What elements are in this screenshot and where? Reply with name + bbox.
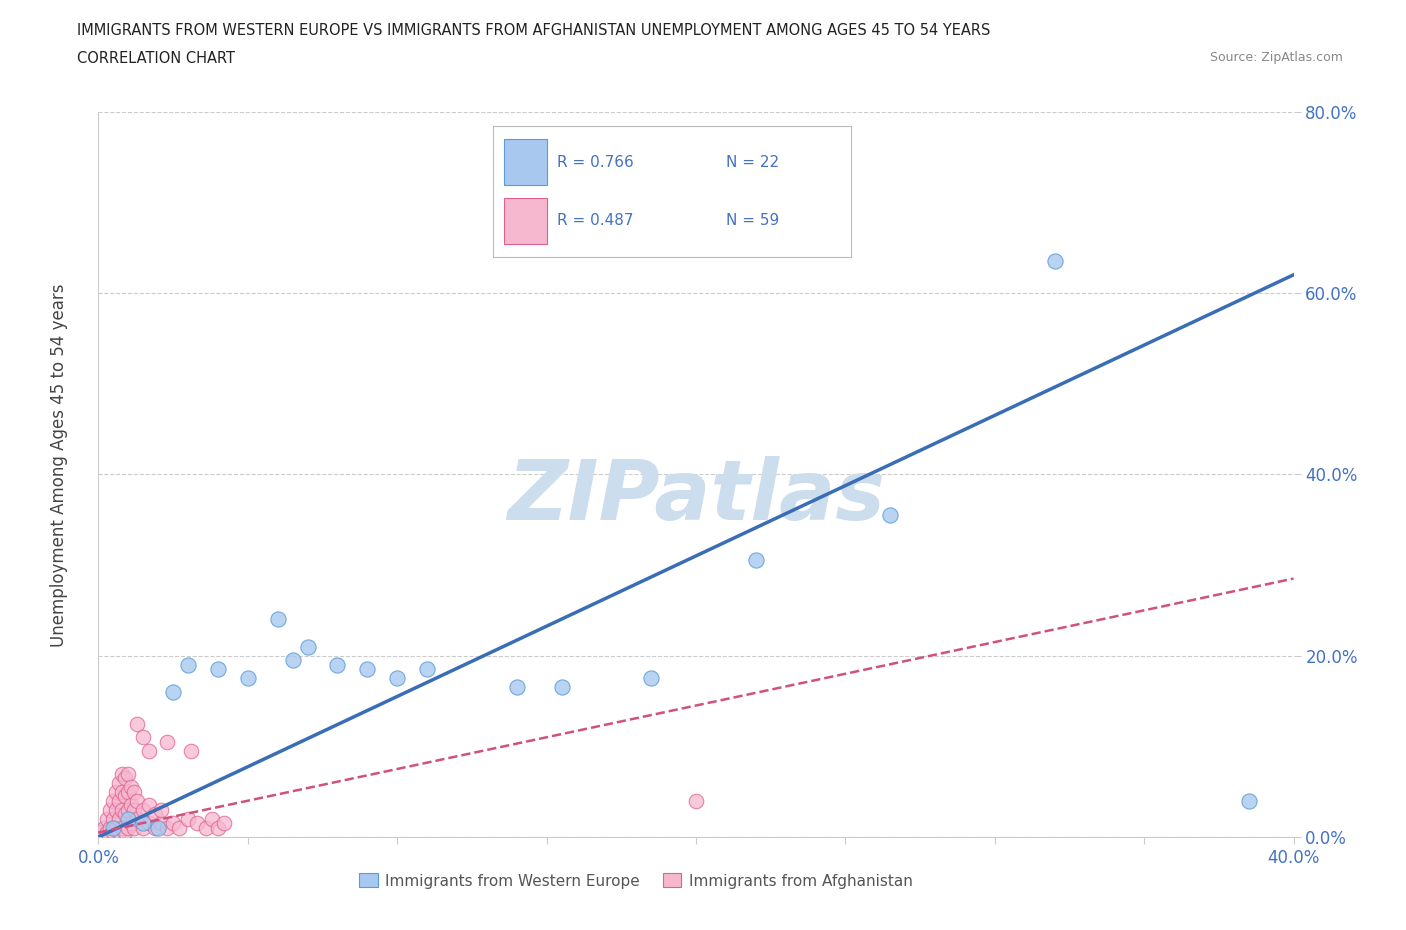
Point — [207, 820, 229, 835]
Point — [150, 816, 173, 830]
Point — [143, 820, 166, 835]
Point — [156, 820, 179, 835]
Point — [685, 793, 707, 808]
Point — [132, 820, 155, 835]
Point — [96, 811, 118, 827]
Point — [98, 803, 122, 817]
Point — [267, 612, 290, 627]
Point — [356, 662, 378, 677]
Point — [150, 803, 173, 817]
Legend: Immigrants from Western Europe, Immigrants from Afghanistan: Immigrants from Western Europe, Immigran… — [353, 868, 920, 895]
Point — [236, 671, 259, 685]
Point — [550, 680, 572, 695]
Point — [120, 798, 142, 813]
Text: ZIPatlas: ZIPatlas — [508, 456, 884, 537]
Point — [745, 553, 768, 568]
Point — [1237, 793, 1260, 808]
Point — [506, 680, 529, 695]
Point — [111, 766, 134, 781]
Point — [93, 820, 115, 835]
Point — [162, 684, 184, 699]
Point — [103, 825, 125, 840]
Point — [114, 789, 136, 804]
Point — [148, 820, 170, 835]
Point — [212, 816, 235, 830]
Point — [127, 811, 149, 827]
Point — [103, 811, 125, 827]
Point — [879, 508, 901, 523]
Point — [117, 811, 139, 827]
Point — [186, 816, 208, 830]
Point — [120, 816, 142, 830]
Point — [105, 820, 128, 835]
Point — [132, 730, 155, 745]
Point — [114, 825, 136, 840]
Point — [108, 776, 131, 790]
Point — [1043, 254, 1066, 269]
Point — [108, 811, 131, 827]
Point — [143, 807, 166, 822]
Point — [105, 803, 128, 817]
Point — [96, 825, 118, 840]
Point — [98, 820, 122, 835]
Point — [111, 820, 134, 835]
Point — [103, 820, 125, 835]
Text: Source: ZipAtlas.com: Source: ZipAtlas.com — [1209, 51, 1343, 64]
Point — [127, 716, 149, 731]
Point — [120, 779, 142, 794]
Point — [124, 784, 146, 799]
Point — [167, 820, 190, 835]
Point — [177, 811, 200, 827]
Point — [156, 735, 179, 750]
Point — [177, 658, 200, 672]
Point — [326, 658, 349, 672]
Point — [117, 803, 139, 817]
Point — [108, 793, 131, 808]
Point — [207, 662, 229, 677]
Point — [162, 816, 184, 830]
Point — [90, 825, 112, 840]
Point — [114, 807, 136, 822]
Text: Unemployment Among Ages 45 to 54 years: Unemployment Among Ages 45 to 54 years — [51, 284, 67, 646]
Point — [132, 816, 155, 830]
Point — [385, 671, 409, 685]
Point — [117, 784, 139, 799]
Text: IMMIGRANTS FROM WESTERN EUROPE VS IMMIGRANTS FROM AFGHANISTAN UNEMPLOYMENT AMONG: IMMIGRANTS FROM WESTERN EUROPE VS IMMIGR… — [77, 23, 991, 38]
Text: CORRELATION CHART: CORRELATION CHART — [77, 51, 235, 66]
Point — [127, 793, 149, 808]
Point — [114, 771, 136, 786]
Point — [103, 793, 125, 808]
Point — [117, 766, 139, 781]
Point — [138, 743, 160, 758]
Point — [138, 816, 160, 830]
Point — [108, 825, 131, 840]
Point — [132, 803, 155, 817]
Point — [111, 803, 134, 817]
Point — [105, 784, 128, 799]
Point — [124, 820, 146, 835]
Point — [111, 784, 134, 799]
Point — [281, 653, 304, 668]
Point — [416, 662, 439, 677]
Point — [180, 743, 202, 758]
Point — [640, 671, 662, 685]
Point — [195, 820, 218, 835]
Point — [117, 820, 139, 835]
Point — [138, 798, 160, 813]
Point — [297, 639, 319, 654]
Point — [201, 811, 224, 827]
Point — [124, 803, 146, 817]
